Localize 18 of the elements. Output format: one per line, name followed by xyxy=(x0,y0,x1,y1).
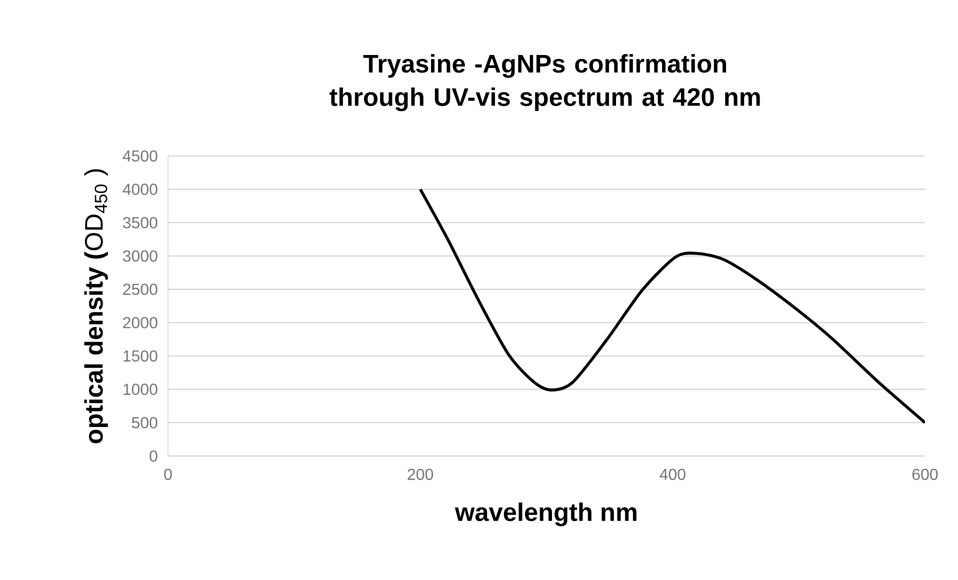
line-series xyxy=(418,188,925,424)
y-tick-label: 0 xyxy=(150,450,158,462)
y-tick-label: 1500 xyxy=(124,350,158,362)
chart-title: Tryasine -AgNPs confirmation through UV-vis spectrum at 420 nm xyxy=(330,54,760,112)
x-tick-label: 200 xyxy=(408,468,434,480)
y-tick-label: 2500 xyxy=(123,284,158,295)
y-tick-label: 3500 xyxy=(122,216,158,228)
x-tick-label: 0 xyxy=(164,468,172,480)
y-tick-label: 3000 xyxy=(122,250,158,262)
y-tick-label: 4500 xyxy=(122,150,158,162)
y-tick-label: 2000 xyxy=(123,316,158,328)
x-tick-label: 400 xyxy=(660,468,686,480)
y-axis-title: optical density (OD$_{450}$ ) xyxy=(84,169,108,444)
y-tick-label: 500 xyxy=(132,416,158,428)
x-axis-title: wavelength nm xyxy=(454,502,636,526)
y-tick-label: 4000 xyxy=(122,184,158,195)
x-tick-label: 600 xyxy=(912,468,938,480)
y-tick-label: 1000 xyxy=(124,384,158,395)
